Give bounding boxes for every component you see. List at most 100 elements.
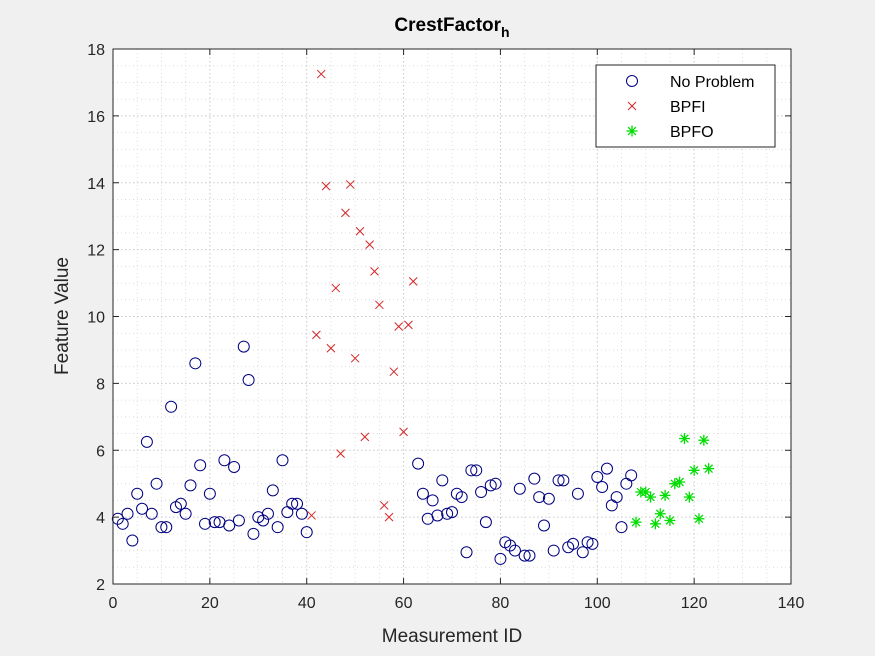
point-no-problem <box>412 457 425 470</box>
y-tick-label: 16 <box>87 109 105 126</box>
point-no-problem <box>431 509 444 522</box>
point-bpfo <box>688 464 700 476</box>
series-bpfi <box>307 69 418 522</box>
point-no-problem <box>552 474 565 487</box>
point-no-problem <box>160 521 173 534</box>
point-bpfo <box>678 433 690 445</box>
point-bpfo <box>645 491 657 503</box>
point-no-problem <box>460 546 473 559</box>
x-tick-label: 100 <box>584 595 611 612</box>
point-no-problem <box>150 477 163 490</box>
point-bpfi <box>331 283 341 293</box>
point-bpfi <box>345 180 355 189</box>
point-no-problem <box>237 340 250 353</box>
point-no-problem <box>247 527 260 540</box>
point-no-problem <box>596 481 609 494</box>
legend-marker-bpfo <box>626 125 638 137</box>
y-tick-label: 2 <box>96 577 105 594</box>
point-no-problem <box>291 497 304 510</box>
point-no-problem <box>455 491 468 504</box>
point-no-problem <box>208 516 221 529</box>
point-bpfo <box>693 513 705 525</box>
point-no-problem <box>131 487 144 500</box>
point-bpfo <box>654 508 666 520</box>
point-no-problem <box>571 487 584 500</box>
y-tick-labels: 2 4 6 8 10 12 14 16 18 <box>87 42 105 594</box>
legend-box <box>595 64 776 148</box>
point-no-problem <box>266 484 279 497</box>
point-no-problem <box>542 492 555 505</box>
point-no-problem <box>600 462 613 475</box>
point-no-problem <box>242 374 255 387</box>
point-bpfi <box>389 367 399 377</box>
point-bpfo <box>659 489 671 501</box>
point-no-problem <box>199 517 212 530</box>
point-bpfi <box>404 320 413 330</box>
x-tick-label: 140 <box>778 595 805 612</box>
point-no-problem <box>140 435 153 448</box>
point-no-problem <box>465 464 478 477</box>
point-bpfo <box>683 491 695 503</box>
point-no-problem <box>184 479 197 492</box>
point-no-problem <box>581 536 594 549</box>
y-tick-label: 18 <box>87 42 105 59</box>
point-bpfo <box>630 516 642 528</box>
point-no-problem <box>610 491 623 504</box>
point-no-problem <box>116 517 129 530</box>
point-no-problem <box>145 507 158 520</box>
point-bpfi <box>360 432 370 442</box>
point-no-problem <box>121 507 134 520</box>
point-no-problem <box>257 514 270 527</box>
point-bpfo <box>703 463 715 475</box>
point-no-problem <box>218 454 231 467</box>
y-tick-label: 6 <box>96 443 105 460</box>
point-bpfi <box>399 427 408 437</box>
point-no-problem <box>523 549 536 562</box>
point-no-problem <box>228 460 241 473</box>
legend-label-no-problem: No Problem <box>670 74 754 91</box>
point-no-problem <box>136 502 149 515</box>
point-bpfi <box>341 208 350 218</box>
point-no-problem <box>271 521 284 534</box>
point-no-problem <box>528 472 541 485</box>
point-no-problem <box>426 494 439 507</box>
series-bpfo <box>630 433 715 530</box>
y-tick-label: 14 <box>87 176 105 193</box>
point-no-problem <box>295 507 308 520</box>
point-no-problem <box>494 552 507 565</box>
x-tick-label: 20 <box>201 595 219 612</box>
point-bpfi <box>326 343 336 353</box>
point-no-problem <box>286 497 299 510</box>
point-bpfi <box>365 240 375 249</box>
point-no-problem <box>446 506 458 519</box>
x-tick-label: 80 <box>492 595 510 612</box>
legend: No Problem BPFI BPFO <box>595 64 776 148</box>
point-no-problem <box>533 491 546 504</box>
point-bpfo <box>649 518 661 530</box>
legend-marker-no-problem <box>626 75 638 87</box>
point-no-problem <box>300 526 313 539</box>
point-no-problem <box>203 487 216 500</box>
point-no-problem <box>155 521 168 534</box>
point-no-problem <box>479 516 492 529</box>
point-no-problem <box>194 459 207 472</box>
point-no-problem <box>179 507 192 520</box>
point-bpfi <box>408 277 418 286</box>
point-no-problem <box>174 497 187 510</box>
point-no-problem <box>189 357 202 370</box>
point-no-problem <box>557 474 570 487</box>
x-tick-label: 120 <box>681 595 708 612</box>
x-tick-label: 60 <box>395 595 413 612</box>
point-no-problem <box>508 544 521 557</box>
point-no-problem <box>576 546 589 559</box>
point-no-problem <box>538 519 551 532</box>
point-bpfo <box>674 476 686 488</box>
point-no-problem <box>615 521 628 534</box>
point-no-problem <box>547 544 560 557</box>
x-tick-label: 40 <box>298 595 316 612</box>
point-bpfi <box>355 226 365 236</box>
point-bpfi <box>379 501 389 510</box>
y-tick-label: 8 <box>96 376 105 393</box>
point-no-problem <box>276 454 289 467</box>
point-no-problem <box>416 487 429 500</box>
